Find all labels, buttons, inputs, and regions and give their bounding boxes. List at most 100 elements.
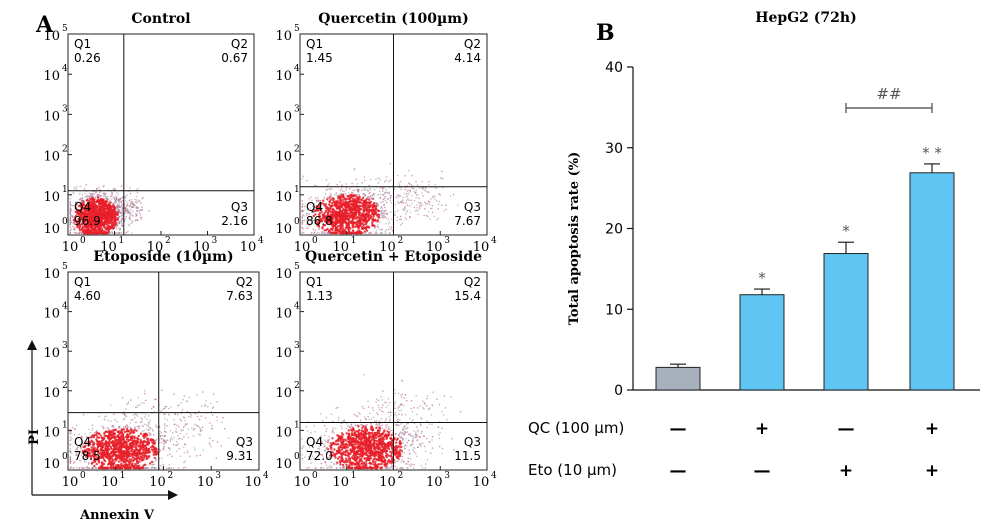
scatter-point xyxy=(86,218,90,221)
scatter-point xyxy=(141,456,144,459)
scatter-point xyxy=(333,204,336,207)
scatter-point xyxy=(84,444,87,447)
scatter-point xyxy=(75,451,78,454)
scatter-point xyxy=(112,464,115,468)
scatter-point xyxy=(354,208,358,211)
scatter-point xyxy=(347,227,350,231)
scatter-point xyxy=(223,427,226,430)
scatter-point xyxy=(372,212,376,215)
scatter-point xyxy=(120,462,123,465)
scatter-point xyxy=(114,443,117,446)
scatter-point xyxy=(341,467,344,469)
scatter-point xyxy=(428,203,431,206)
scatter-point xyxy=(397,201,399,203)
scatter-point xyxy=(303,219,306,222)
scatter-point xyxy=(103,418,106,421)
scatter-point xyxy=(162,443,165,446)
scatter-point xyxy=(120,185,123,187)
scatter-point xyxy=(365,225,369,228)
scatter-point xyxy=(208,422,211,424)
scatter-point xyxy=(148,462,152,465)
scatter-point xyxy=(132,203,134,206)
quadrant-name: Q1 xyxy=(306,37,323,51)
y-tick-label: 10 xyxy=(43,386,60,401)
scatter-point xyxy=(76,447,78,449)
scatter-point xyxy=(72,462,75,464)
scatter-point xyxy=(382,411,385,413)
scatter-point xyxy=(127,210,129,213)
scatter-point xyxy=(102,192,104,194)
scatter-point xyxy=(129,214,131,216)
scatter-point xyxy=(344,228,347,232)
scatter-point xyxy=(106,441,110,444)
scatter-point xyxy=(142,448,145,452)
scatter-point xyxy=(174,423,176,426)
scatter-point xyxy=(102,426,105,428)
scatter-point xyxy=(301,438,304,440)
scatter-point xyxy=(69,220,72,222)
scatter-point xyxy=(355,211,358,214)
scatter-point xyxy=(322,224,325,227)
scatter-point xyxy=(69,198,72,200)
scatter-point xyxy=(131,452,134,455)
scatter-point xyxy=(89,200,93,204)
scatter-point xyxy=(95,462,98,466)
scatter-point xyxy=(176,450,178,452)
scatter-point xyxy=(169,438,172,440)
scatter-point xyxy=(384,195,387,198)
scatter-point xyxy=(422,195,424,197)
scatter-point xyxy=(402,441,405,444)
scatter-point xyxy=(101,441,104,444)
scatter-point xyxy=(381,399,383,401)
scatter-point xyxy=(434,183,437,186)
scatter-point xyxy=(70,437,73,440)
scatter-point xyxy=(364,227,368,231)
scatter-point xyxy=(115,201,117,204)
scatter-point xyxy=(162,448,165,451)
scatter-point xyxy=(403,209,406,212)
scatter-point xyxy=(400,445,403,449)
scatter-point xyxy=(179,418,182,421)
scatter-point xyxy=(339,213,343,216)
scatter-point xyxy=(131,232,133,234)
scatter-point xyxy=(180,420,183,422)
scatter-point xyxy=(406,211,408,213)
scatter-point xyxy=(332,199,335,202)
scatter-point xyxy=(133,206,135,209)
scatter-point xyxy=(144,423,146,426)
scatter-point xyxy=(75,204,78,207)
scatter-point xyxy=(307,212,309,215)
scatter-point xyxy=(98,229,102,232)
scatter-point xyxy=(118,425,121,428)
scatter-point xyxy=(187,451,189,454)
scatter-point xyxy=(405,192,408,195)
scatter-point xyxy=(86,196,88,199)
scatter-point xyxy=(175,444,177,447)
scatter-point xyxy=(370,232,372,234)
scatter-point xyxy=(318,203,322,207)
scatter-point xyxy=(82,467,85,469)
scatter-point xyxy=(378,177,380,180)
scatter-point xyxy=(110,420,112,423)
scatter-point xyxy=(137,451,140,454)
scatter-point xyxy=(359,207,363,211)
scatter-point xyxy=(363,193,366,195)
scatter-point xyxy=(324,440,327,443)
scatter-point xyxy=(103,207,106,210)
scatter-point xyxy=(101,445,104,448)
scatter-point xyxy=(112,425,115,427)
scatter-point xyxy=(75,466,78,469)
scatter-point xyxy=(445,204,447,206)
scatter-point xyxy=(175,440,178,443)
scatter-point xyxy=(126,201,128,204)
scatter-point xyxy=(340,211,344,214)
scatter-point xyxy=(328,209,331,212)
scatter-point xyxy=(317,222,320,225)
scatter-point xyxy=(406,190,409,192)
scatter-point xyxy=(363,176,366,178)
scatter-point xyxy=(125,205,128,207)
scatter-point xyxy=(314,184,316,187)
scatter-point xyxy=(82,455,85,458)
scatter-point xyxy=(401,393,404,396)
scatter-point xyxy=(186,423,188,425)
